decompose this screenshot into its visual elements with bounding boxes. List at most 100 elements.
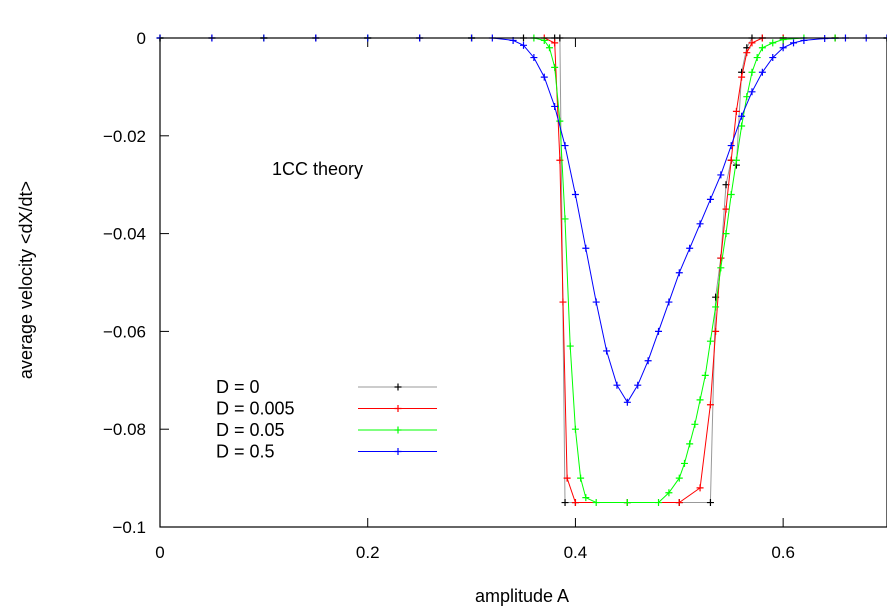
data-point (665, 298, 673, 306)
x-tick-label: 0.6 (771, 543, 795, 562)
data-point (758, 68, 766, 76)
y-axis-label: average velocity <dX/dt> (16, 181, 36, 379)
data-point (592, 298, 600, 306)
data-point (530, 54, 538, 62)
data-point (592, 499, 600, 507)
data-point (623, 398, 631, 406)
legend-marker (394, 426, 402, 434)
data-point (732, 156, 740, 164)
y-tick-label: −0.04 (103, 225, 146, 244)
data-point (540, 73, 548, 81)
data-point (561, 142, 569, 150)
y-tick-label: −0.06 (103, 322, 146, 341)
data-point (706, 401, 714, 409)
data-point (561, 215, 569, 223)
data-point (717, 171, 725, 179)
x-axis-label: amplitude A (475, 586, 569, 606)
plot-frame (159, 37, 887, 528)
legend-label: D = 0.5 (216, 442, 275, 462)
data-point (563, 474, 571, 482)
data-point (712, 303, 720, 311)
data-point (717, 254, 725, 262)
data-point (582, 244, 590, 252)
data-point (634, 381, 642, 389)
axis-ticks: 0 0.2 0.4 0.6 0 −0.02 −0.04 −0.06 −0.08 −0.1 (103, 29, 795, 562)
data-point (748, 68, 756, 76)
x-tick-label: 0.4 (564, 543, 588, 562)
data-point (582, 494, 590, 502)
data-point (717, 264, 725, 272)
data-point (743, 49, 751, 57)
data-point (520, 41, 527, 49)
data-point (779, 44, 787, 52)
data-point (691, 420, 699, 428)
data-point (556, 117, 564, 125)
series-line (160, 37, 887, 503)
data-point (545, 44, 553, 52)
data-point (686, 244, 694, 252)
data-point (738, 73, 746, 81)
data-point (706, 195, 714, 203)
data-point (696, 396, 704, 404)
data-point (675, 499, 683, 507)
data-point (571, 499, 579, 507)
data-point (559, 298, 567, 306)
legend-marker (394, 448, 402, 455)
data-point (551, 102, 559, 110)
x-tick-label: 0.2 (356, 543, 380, 562)
data-point (769, 54, 777, 62)
x-tick-label: 0 (155, 543, 164, 562)
data-point (743, 93, 751, 101)
data-point (753, 54, 761, 62)
data-point (738, 122, 746, 130)
data-point (571, 425, 579, 433)
data-point (701, 371, 709, 379)
data-point (613, 381, 621, 389)
series-3 (156, 34, 887, 406)
legend-label: D = 0.05 (216, 420, 285, 440)
data-point (644, 357, 652, 365)
data-point (675, 474, 683, 482)
data-point (727, 142, 735, 150)
data-point (748, 39, 756, 47)
data-point (623, 499, 631, 507)
y-tick-label: −0.1 (112, 518, 146, 537)
data-point (655, 327, 663, 335)
data-point (706, 337, 714, 345)
data-point (551, 63, 559, 71)
legend-label: D = 0.005 (216, 399, 295, 419)
data-point (577, 474, 585, 482)
data-point (738, 112, 746, 120)
y-tick-label: 0 (137, 29, 146, 48)
data-point (779, 35, 787, 43)
series-line (160, 37, 887, 503)
legend-marker (394, 383, 402, 391)
data-point (696, 484, 704, 492)
data-point (722, 205, 730, 213)
series-line (160, 37, 887, 404)
series-layer (156, 34, 887, 507)
data-point (680, 459, 688, 467)
data-point (769, 39, 777, 47)
legend-label: D = 0 (216, 377, 260, 397)
data-point (790, 39, 798, 47)
data-point (603, 347, 611, 355)
data-point (686, 440, 694, 448)
data-point (722, 230, 730, 238)
data-point (712, 327, 720, 335)
data-point (551, 39, 559, 47)
data-point (696, 220, 704, 228)
data-point (566, 342, 574, 350)
legend-marker (394, 405, 402, 412)
data-point (758, 44, 766, 52)
chart-annotation: 1CC theory (272, 159, 363, 179)
data-point (732, 107, 740, 115)
y-tick-label: −0.02 (103, 127, 146, 146)
data-point (571, 190, 579, 198)
data-point (655, 499, 663, 507)
data-point (665, 489, 673, 497)
data-point (748, 88, 756, 96)
data-point (706, 499, 714, 507)
